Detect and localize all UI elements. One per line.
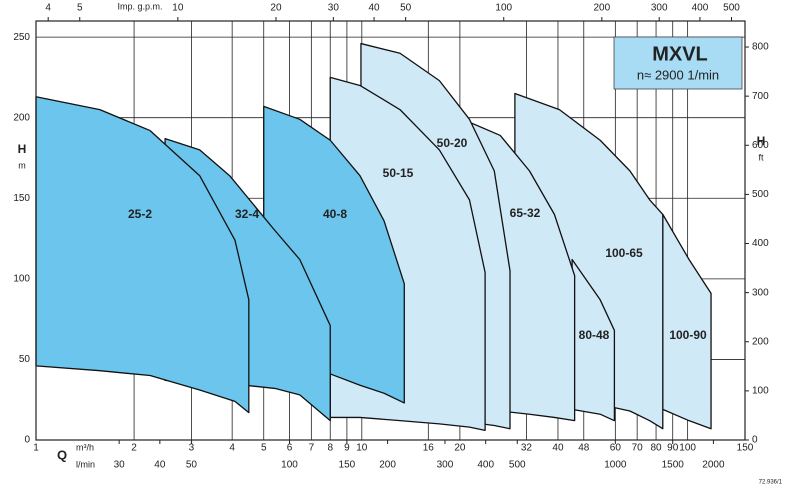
y-tick-label: 50 xyxy=(19,354,31,365)
y-tick-label: 0 xyxy=(24,435,30,446)
y-tick-label: 250 xyxy=(13,32,30,43)
y-axis-unit: m xyxy=(18,160,26,170)
y2-tick-label: 600 xyxy=(752,140,769,151)
x-tick-label: 10 xyxy=(356,443,368,454)
x-tick-label: 70 xyxy=(632,443,644,454)
x-axis-label: Q xyxy=(57,447,67,462)
x2-tick-label: 50 xyxy=(186,460,198,471)
x-tick-label: 20 xyxy=(454,443,466,454)
note: 72.936/1 xyxy=(759,480,783,486)
x2-tick-label: 400 xyxy=(477,460,494,471)
y2-tick-label: 500 xyxy=(752,189,769,200)
top-tick-label: 20 xyxy=(270,3,282,14)
y2-tick-label: 100 xyxy=(752,386,769,397)
top-tick-label: 400 xyxy=(692,3,709,14)
x2-tick-label: 300 xyxy=(437,460,454,471)
x-tick-label: 32 xyxy=(521,443,533,454)
top-tick-label: 50 xyxy=(400,3,412,14)
y2-tick-label: 700 xyxy=(752,91,769,102)
y2-axis-label: H xyxy=(757,134,766,148)
x-tick-label: 16 xyxy=(423,443,435,454)
y-tick-label: 100 xyxy=(13,273,30,284)
x-tick-label: 60 xyxy=(610,443,622,454)
y2-tick-label: 0 xyxy=(752,435,758,446)
x-tick-label: 90 xyxy=(667,443,679,454)
region-label: 100-90 xyxy=(669,328,707,342)
chart-title: MXVL xyxy=(652,43,708,65)
chart-subtitle: n≈ 2900 1/min xyxy=(637,67,719,82)
region-label: 80-48 xyxy=(579,328,610,342)
x-tick-label: 100 xyxy=(679,443,696,454)
plot-frame xyxy=(35,20,746,441)
top-tick-label: 300 xyxy=(651,3,668,14)
x-tick-label: 3 xyxy=(189,443,195,454)
x2-tick-label: 1000 xyxy=(604,460,627,471)
x2-tick-label: 500 xyxy=(509,460,526,471)
x-tick-label: 150 xyxy=(737,443,754,454)
x-tick-label: 6 xyxy=(287,443,293,454)
title-box xyxy=(613,36,743,90)
x-tick-label: 8 xyxy=(327,443,333,454)
x-tick-label: 7 xyxy=(309,443,315,454)
region-label: 32-4 xyxy=(235,207,259,221)
y2-tick-label: 300 xyxy=(752,287,769,298)
y-axis-label: H xyxy=(18,142,27,156)
y2-tick-label: 800 xyxy=(752,42,769,53)
x-tick-label: 5 xyxy=(261,443,267,454)
top-tick-label: 500 xyxy=(723,3,740,14)
y-tick-label: 200 xyxy=(13,112,30,123)
pump-region xyxy=(35,96,250,414)
x-tick-label: 40 xyxy=(552,443,564,454)
y-tick-label: 150 xyxy=(13,193,30,204)
x-tick-label: 1 xyxy=(33,443,39,454)
top-tick-label: 30 xyxy=(328,3,340,14)
top-tick-label: 5 xyxy=(77,3,83,14)
region-label: 100-65 xyxy=(605,246,643,260)
x-tick-label: 48 xyxy=(578,443,590,454)
region-label: 50-15 xyxy=(383,166,414,180)
region-label: 25-2 xyxy=(128,207,152,221)
x-axis-unit: m³/h xyxy=(76,442,94,452)
y2-axis-unit: ft xyxy=(758,152,764,162)
top-tick-label: 40 xyxy=(368,3,380,14)
x-tick-label: 80 xyxy=(650,443,662,454)
x-tick-label: 9 xyxy=(344,443,350,454)
top-tick-label: 10 xyxy=(172,3,184,14)
x2-tick-label: 30 xyxy=(114,460,126,471)
x2-tick-label: 200 xyxy=(379,460,396,471)
top-axis-unit: Imp. g.p.m. xyxy=(117,1,162,11)
y2-tick-label: 400 xyxy=(752,238,769,249)
top-tick-label: 200 xyxy=(593,3,610,14)
region-label: 65-32 xyxy=(510,206,541,220)
x-tick-label: 2 xyxy=(131,443,137,454)
region-label: 40-8 xyxy=(323,207,347,221)
top-tick-label: 100 xyxy=(495,3,512,14)
top-tick-label: 4 xyxy=(45,3,51,14)
x2-tick-label: 2000 xyxy=(702,460,725,471)
x2-tick-label: 100 xyxy=(281,460,298,471)
x2-tick-label: 40 xyxy=(154,460,166,471)
y2-tick-label: 200 xyxy=(752,336,769,347)
x2-tick-label: 1500 xyxy=(662,460,685,471)
x2-tick-label: 150 xyxy=(339,460,356,471)
region-label: 50-20 xyxy=(437,136,468,150)
x-tick-label: 4 xyxy=(229,443,235,454)
x2-axis-unit: l/min xyxy=(76,459,95,469)
